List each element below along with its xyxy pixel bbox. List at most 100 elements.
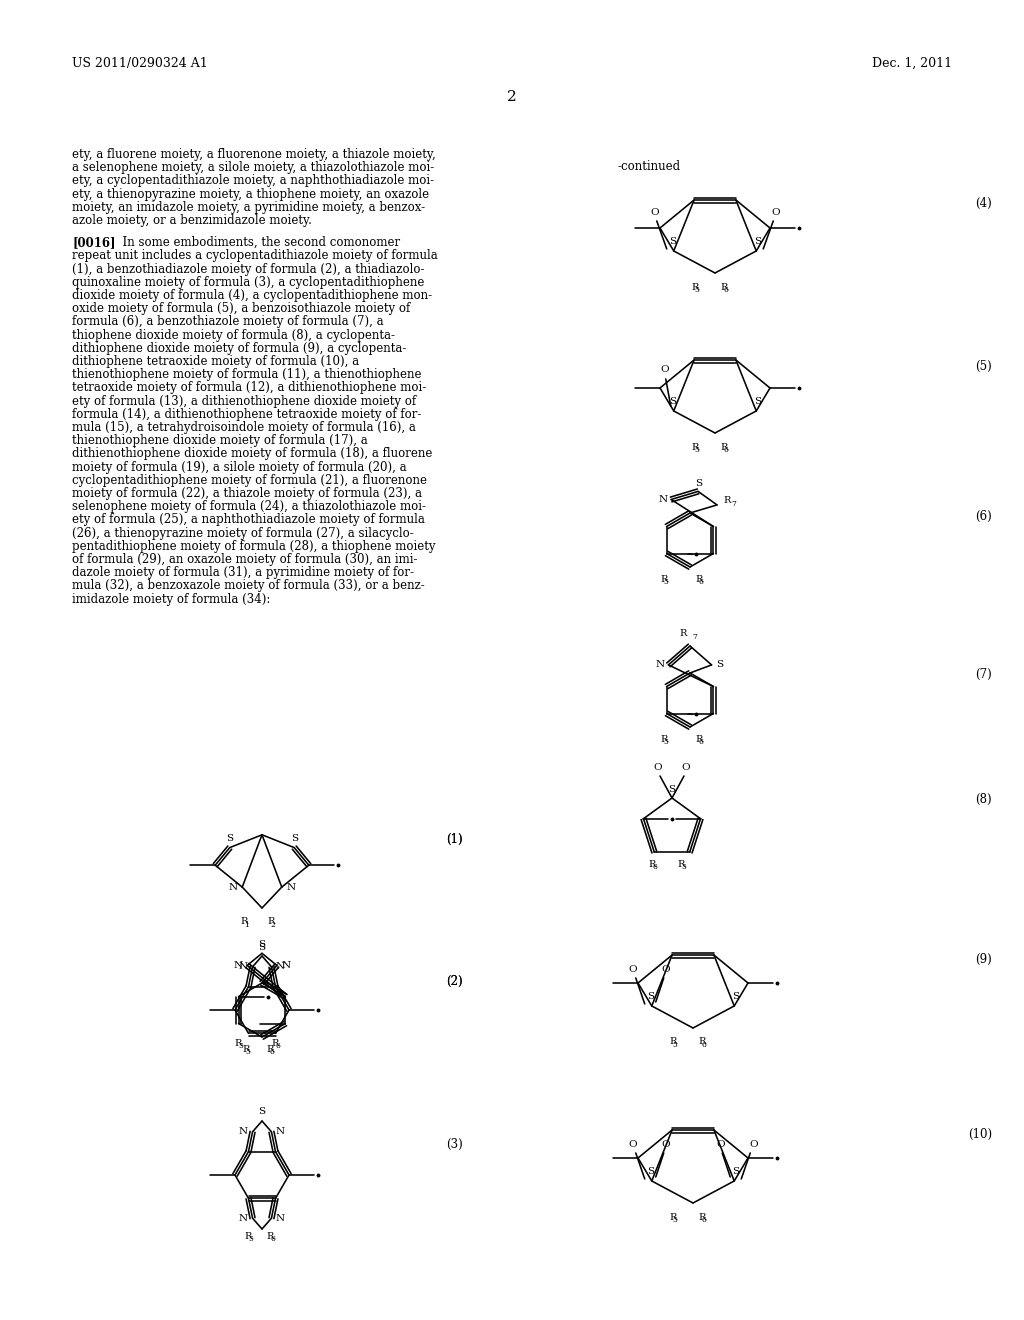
Text: O: O — [749, 1140, 758, 1150]
Text: of formula (29), an oxazole moiety of formula (30), an imi-: of formula (29), an oxazole moiety of fo… — [72, 553, 418, 566]
Text: O: O — [629, 1140, 637, 1150]
Text: S: S — [226, 834, 233, 843]
Text: S: S — [670, 397, 676, 407]
Text: N: N — [275, 962, 285, 972]
Text: R: R — [266, 1232, 273, 1241]
Text: R: R — [240, 917, 248, 927]
Text: quinoxaline moiety of formula (3), a cyclopentadithiophene: quinoxaline moiety of formula (3), a cyc… — [72, 276, 424, 289]
Text: dithiophene tetraoxide moiety of formula (10), a: dithiophene tetraoxide moiety of formula… — [72, 355, 359, 368]
Text: 5: 5 — [695, 446, 699, 454]
Text: cyclopentadithiophene moiety of formula (21), a fluorenone: cyclopentadithiophene moiety of formula … — [72, 474, 427, 487]
Text: 5: 5 — [249, 1236, 253, 1243]
Text: 1: 1 — [244, 921, 249, 929]
Text: formula (6), a benzothiazole moiety of formula (7), a: formula (6), a benzothiazole moiety of f… — [72, 315, 384, 329]
Text: moiety of formula (19), a silole moiety of formula (20), a: moiety of formula (19), a silole moiety … — [72, 461, 407, 474]
Text: ety, a thienopyrazine moiety, a thiophene moiety, an oxazole: ety, a thienopyrazine moiety, a thiophen… — [72, 187, 429, 201]
Text: R: R — [660, 574, 668, 583]
Text: O: O — [771, 209, 779, 218]
Text: 6: 6 — [724, 286, 729, 294]
Text: N: N — [275, 1127, 285, 1137]
Text: 5: 5 — [664, 738, 669, 746]
Text: (9): (9) — [975, 953, 992, 966]
Text: R: R — [271, 1039, 279, 1048]
Text: S: S — [647, 1167, 654, 1176]
Text: S: S — [291, 834, 298, 843]
Text: 6: 6 — [724, 446, 729, 454]
Text: ety, a fluorene moiety, a fluorenone moiety, a thiazole moiety,: ety, a fluorene moiety, a fluorenone moi… — [72, 148, 436, 161]
Text: O: O — [662, 1140, 670, 1150]
Text: 5: 5 — [673, 1216, 678, 1224]
Text: S: S — [258, 1107, 265, 1117]
Text: moiety, an imidazole moiety, a pyrimidine moiety, a benzox-: moiety, an imidazole moiety, a pyrimidin… — [72, 201, 425, 214]
Text: R: R — [266, 1044, 273, 1053]
Text: R: R — [234, 1039, 242, 1048]
Text: 5: 5 — [664, 578, 669, 586]
Text: 7: 7 — [731, 500, 736, 508]
Text: N: N — [282, 961, 291, 970]
Text: O: O — [653, 763, 663, 772]
Text: 5: 5 — [246, 1048, 251, 1056]
Text: O: O — [682, 763, 690, 772]
Text: R: R — [678, 859, 685, 869]
Text: mula (15), a tetrahydroisoindole moiety of formula (16), a: mula (15), a tetrahydroisoindole moiety … — [72, 421, 416, 434]
Text: R: R — [242, 1044, 250, 1053]
Text: moiety of formula (22), a thiazole moiety of formula (23), a: moiety of formula (22), a thiazole moiet… — [72, 487, 422, 500]
Text: S: S — [670, 238, 676, 247]
Text: S: S — [754, 238, 761, 247]
Text: (6): (6) — [975, 510, 992, 523]
Text: O: O — [660, 366, 669, 375]
Text: 6: 6 — [652, 863, 657, 871]
Text: R: R — [245, 1232, 252, 1241]
Text: R: R — [680, 630, 687, 639]
Text: 6: 6 — [701, 1216, 707, 1224]
Text: N: N — [228, 883, 238, 891]
Text: N: N — [233, 961, 243, 970]
Text: S: S — [258, 942, 265, 952]
Text: R: R — [669, 1213, 677, 1221]
Text: pentadithiophene moiety of formula (28), a thiophene moiety: pentadithiophene moiety of formula (28),… — [72, 540, 435, 553]
Text: N: N — [658, 495, 668, 504]
Text: R: R — [695, 574, 702, 583]
Text: R: R — [723, 496, 730, 506]
Text: N: N — [655, 660, 665, 669]
Text: 5: 5 — [682, 863, 686, 871]
Text: repeat unit includes a cyclopentadithiazole moiety of formula: repeat unit includes a cyclopentadithiaz… — [72, 249, 437, 263]
Text: 7: 7 — [692, 634, 697, 642]
Text: thienothiophene dioxide moiety of formula (17), a: thienothiophene dioxide moiety of formul… — [72, 434, 368, 447]
Text: 6: 6 — [701, 1041, 707, 1049]
Text: ety of formula (13), a dithienothiophene dioxide moiety of: ety of formula (13), a dithienothiophene… — [72, 395, 416, 408]
Text: imidazole moiety of formula (34):: imidazole moiety of formula (34): — [72, 593, 270, 606]
Text: N: N — [286, 883, 295, 891]
Text: N: N — [239, 962, 248, 972]
Text: thiophene dioxide moiety of formula (8), a cyclopenta-: thiophene dioxide moiety of formula (8),… — [72, 329, 395, 342]
Text: tetraoxide moiety of formula (12), a dithienothiophene moi-: tetraoxide moiety of formula (12), a dit… — [72, 381, 426, 395]
Text: O: O — [662, 965, 670, 974]
Text: (2): (2) — [446, 975, 463, 987]
Text: 2: 2 — [507, 90, 517, 104]
Text: a selenophene moiety, a silole moiety, a thiazolothiazole moi-: a selenophene moiety, a silole moiety, a… — [72, 161, 434, 174]
Text: R: R — [691, 442, 698, 451]
Text: N: N — [239, 1127, 248, 1137]
Text: thienothiophene moiety of formula (11), a thienothiophene: thienothiophene moiety of formula (11), … — [72, 368, 422, 381]
Text: 2: 2 — [271, 921, 275, 929]
Text: (1): (1) — [446, 833, 463, 846]
Text: 5: 5 — [239, 1043, 244, 1051]
Text: R: R — [648, 859, 655, 869]
Text: S: S — [669, 784, 676, 793]
Text: S: S — [258, 940, 265, 949]
Text: N: N — [239, 1213, 248, 1222]
Text: (5): (5) — [975, 360, 992, 374]
Text: 6: 6 — [698, 578, 703, 586]
Text: R: R — [669, 1038, 677, 1047]
Text: S: S — [716, 660, 723, 669]
Text: -continued: -continued — [618, 160, 681, 173]
Text: R: R — [720, 282, 727, 292]
Text: (2): (2) — [446, 975, 463, 987]
Text: 5: 5 — [695, 286, 699, 294]
Text: dithiophene dioxide moiety of formula (9), a cyclopenta-: dithiophene dioxide moiety of formula (9… — [72, 342, 407, 355]
Text: [0016]: [0016] — [72, 236, 116, 249]
Text: S: S — [732, 993, 738, 1002]
Text: R: R — [698, 1213, 706, 1221]
Text: O: O — [650, 209, 659, 218]
Text: R: R — [267, 917, 274, 927]
